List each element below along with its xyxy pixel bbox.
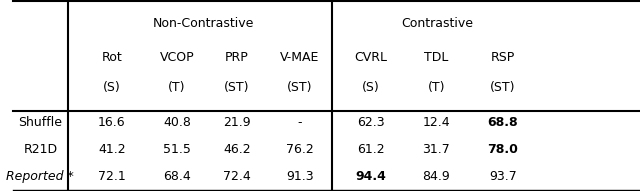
Text: 41.2: 41.2	[98, 143, 125, 156]
Text: 94.4: 94.4	[356, 170, 387, 183]
Text: 12.4: 12.4	[422, 117, 450, 129]
Text: RSP: RSP	[491, 51, 515, 64]
Text: Rot: Rot	[101, 51, 122, 64]
Text: Non-Contrastive: Non-Contrastive	[153, 17, 255, 30]
Text: 72.1: 72.1	[98, 170, 125, 183]
Text: 68.4: 68.4	[163, 170, 191, 183]
Text: (T): (T)	[428, 81, 445, 94]
Text: (ST): (ST)	[287, 81, 312, 94]
Text: Reported *: Reported *	[6, 170, 74, 183]
Text: -: -	[298, 117, 302, 129]
Text: Shuffle: Shuffle	[19, 117, 62, 129]
Text: 16.6: 16.6	[98, 117, 125, 129]
Text: 91.3: 91.3	[286, 170, 314, 183]
Text: (ST): (ST)	[490, 81, 515, 94]
Text: (S): (S)	[103, 81, 120, 94]
Text: TDL: TDL	[424, 51, 449, 64]
Text: 61.2: 61.2	[357, 143, 385, 156]
Text: (T): (T)	[168, 81, 186, 94]
Text: 84.9: 84.9	[422, 170, 450, 183]
Text: PRP: PRP	[225, 51, 249, 64]
Text: Contrastive: Contrastive	[401, 17, 473, 30]
Text: 31.7: 31.7	[422, 143, 450, 156]
Text: R21D: R21D	[23, 143, 58, 156]
Text: 40.8: 40.8	[163, 117, 191, 129]
Text: 21.9: 21.9	[223, 117, 251, 129]
Text: (S): (S)	[362, 81, 380, 94]
Text: 68.8: 68.8	[488, 117, 518, 129]
Text: 51.5: 51.5	[163, 143, 191, 156]
Text: CVRL: CVRL	[355, 51, 388, 64]
Text: 72.4: 72.4	[223, 170, 251, 183]
Text: 78.0: 78.0	[487, 143, 518, 156]
Text: 62.3: 62.3	[357, 117, 385, 129]
Text: 93.7: 93.7	[489, 170, 516, 183]
Text: 76.2: 76.2	[286, 143, 314, 156]
Text: (ST): (ST)	[224, 81, 250, 94]
Text: VCOP: VCOP	[159, 51, 194, 64]
Text: V-MAE: V-MAE	[280, 51, 319, 64]
Text: 46.2: 46.2	[223, 143, 251, 156]
